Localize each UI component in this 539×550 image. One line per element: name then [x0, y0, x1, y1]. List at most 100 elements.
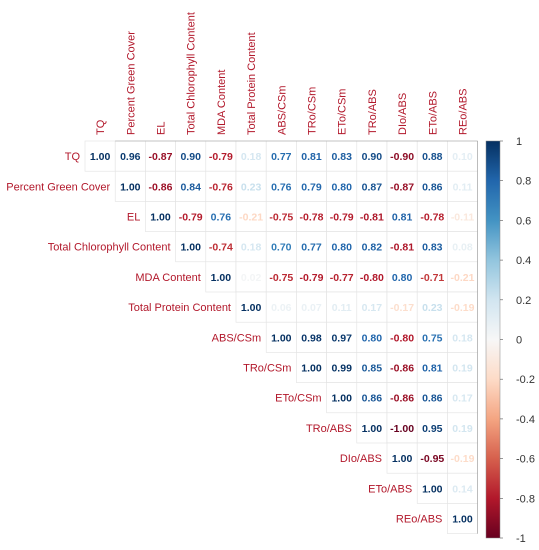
heatmap-cell	[326, 382, 358, 414]
heatmap-cell	[84, 140, 116, 172]
cell-value: 0.86	[422, 393, 443, 405]
heatmap-cell	[416, 412, 448, 444]
heatmap-cell	[356, 321, 388, 353]
heatmap-cell	[416, 321, 448, 353]
heatmap-cell	[265, 231, 297, 263]
row-label: Percent Green Cover	[6, 181, 110, 193]
cell-value: -0.95	[420, 453, 444, 465]
heatmap-cell	[235, 201, 267, 232]
heatmap-cell	[447, 321, 478, 353]
heatmap-cell	[296, 261, 327, 293]
cell-value: 0.17	[452, 393, 473, 405]
cell-value: -0.86	[149, 181, 173, 193]
heatmap-cell	[356, 352, 388, 383]
row-label: TQ	[65, 151, 81, 163]
cell-value: 0.85	[362, 363, 383, 375]
colorbar-tick-label: 0.6	[516, 215, 531, 227]
heatmap-cell	[386, 382, 418, 414]
colorbar-tick-label: 0.8	[516, 176, 531, 188]
cell-value: 0.02	[241, 272, 262, 284]
cell-value: 0.17	[362, 302, 383, 314]
cell-value: 0.18	[452, 332, 473, 344]
heatmap-cell	[386, 321, 418, 353]
cell-value: -0.79	[209, 151, 233, 163]
cell-value: -0.21	[239, 212, 263, 224]
cell-value: 0.80	[331, 242, 352, 254]
row-label: TRo/CSm	[243, 363, 291, 375]
row-label: DIo/ABS	[340, 453, 382, 465]
cell-value: 0.83	[422, 242, 443, 254]
colorbar-tick-label: 0	[516, 335, 522, 347]
heatmap-cell	[235, 261, 267, 293]
column-label: ABS/CSm	[276, 85, 288, 135]
heatmap-cell	[326, 352, 358, 383]
cell-value: -0.75	[269, 272, 293, 284]
cell-value: -0.74	[209, 242, 233, 254]
cell-value: 0.87	[362, 181, 383, 193]
row-label: REo/ABS	[396, 514, 442, 526]
cell-value: 1.00	[392, 453, 413, 465]
cell-value: -0.17	[390, 302, 414, 314]
cell-value: 0.19	[452, 363, 473, 375]
heatmap-cell	[447, 231, 478, 263]
cell-value: 0.08	[452, 242, 473, 254]
cell-value: 1.00	[301, 363, 322, 375]
heatmap-cell	[296, 170, 327, 202]
cell-value: 0.81	[301, 151, 322, 163]
colorbar-tick-label: -0.2	[516, 374, 535, 386]
row-label: Total Protein Content	[128, 302, 231, 314]
heatmap-cell	[114, 170, 146, 202]
cell-value: 0.80	[331, 181, 352, 193]
heatmap-cell	[416, 261, 448, 293]
heatmap-cell	[416, 442, 448, 474]
heatmap-cell	[175, 231, 207, 263]
heatmap-cell	[386, 442, 418, 474]
cell-value: 0.14	[452, 483, 473, 495]
cell-value: 0.86	[362, 393, 383, 405]
column-label: Percent Green Cover	[125, 31, 137, 135]
cell-value: -0.71	[420, 272, 444, 284]
cell-value: 0.80	[362, 332, 383, 344]
heatmap-cell	[386, 261, 418, 293]
cell-value: 1.00	[452, 514, 473, 526]
heatmap-cell	[447, 201, 478, 232]
row-label: ETo/CSm	[275, 393, 321, 405]
heatmap-cell	[114, 140, 146, 172]
cell-value: 1.00	[211, 272, 232, 284]
heatmap-cell	[447, 442, 478, 474]
cell-value: 0.98	[301, 332, 322, 344]
heatmap-cell	[386, 412, 418, 444]
cell-value: -0.79	[330, 212, 354, 224]
column-label: ETo/CSm	[337, 89, 349, 135]
cell-value: 0.70	[271, 242, 292, 254]
heatmap-cell	[416, 472, 448, 504]
cell-value: 0.06	[271, 302, 292, 314]
cell-value: 0.97	[331, 332, 352, 344]
heatmap-cell	[296, 140, 327, 172]
heatmap-cell	[356, 412, 388, 444]
heatmap-cell	[235, 291, 267, 323]
column-label: EL	[156, 122, 168, 135]
heatmap-cell	[205, 261, 237, 293]
heatmap-cell	[447, 382, 478, 414]
column-label: ETo/ABS	[427, 91, 439, 135]
cell-value: -0.79	[300, 272, 324, 284]
heatmap-cell	[235, 231, 267, 263]
heatmap-cell	[205, 201, 237, 232]
heatmap-cell	[175, 170, 207, 202]
cell-value: 0.18	[241, 151, 262, 163]
colorbar-tick-label: -0.4	[516, 414, 535, 426]
cell-value: -0.77	[330, 272, 354, 284]
heatmap-cell	[416, 140, 448, 172]
colorbar-tick-label: -1	[516, 533, 526, 545]
cell-value: 1.00	[90, 151, 111, 163]
cell-value: -0.81	[360, 212, 384, 224]
cell-value: 0.79	[301, 181, 322, 193]
column-label: REo/ABS	[458, 89, 470, 135]
heatmap-cell	[386, 170, 418, 202]
heatmap-cell	[326, 291, 358, 323]
cell-value: 1.00	[150, 212, 171, 224]
cell-value: 0.81	[392, 212, 413, 224]
heatmap-cell	[356, 382, 388, 414]
cell-value: -0.79	[179, 212, 203, 224]
